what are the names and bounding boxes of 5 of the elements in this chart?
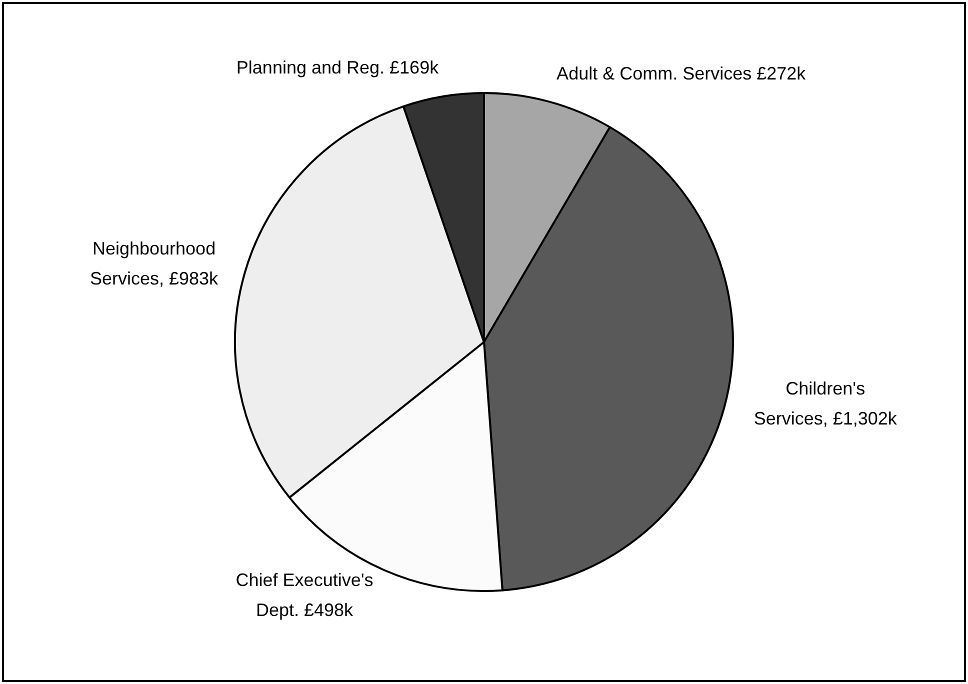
slice-label: Children's Services, £1,302k: [754, 378, 898, 429]
slice-label: Neighbourhood Services, £983k: [90, 238, 220, 288]
slice-label: Planning and Reg. £169k: [236, 58, 440, 78]
slice-label: Chief Executive's Dept. £498k: [236, 570, 374, 620]
slice-label: Adult & Comm. Services £272k: [556, 64, 807, 84]
